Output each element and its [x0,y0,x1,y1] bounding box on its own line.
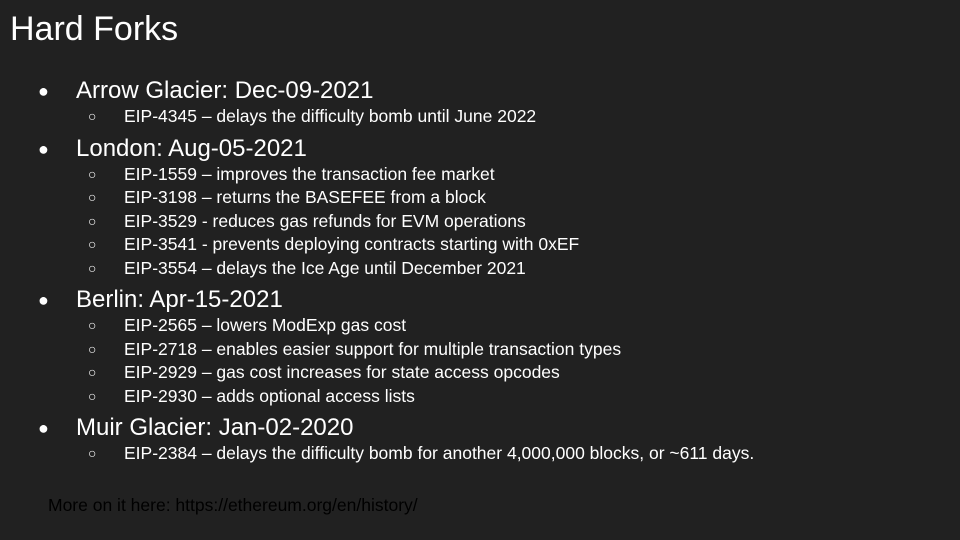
sub-bullet-icon: ○ [88,189,97,205]
eip-item: ○ EIP-3529 - reduces gas refunds for EVM… [0,210,960,234]
sub-bullet-icon: ○ [88,364,97,380]
eip-item: ○ EIP-2929 – gas cost increases for stat… [0,361,960,385]
eip-text: EIP-3529 - reduces gas refunds for EVM o… [124,210,526,231]
sub-bullet-icon: ○ [88,340,97,357]
sub-bullet-icon: ○ [88,259,97,276]
fork-label: Arrow Glacier: Dec-09-2021 [76,77,374,104]
sub-bullet-icon: ○ [88,108,97,124]
eip-text: EIP-4345 – delays the difficulty bomb un… [124,106,537,126]
eip-text: EIP-2565 – lowers ModExp gas cost [124,315,407,335]
bullet-icon: ● [38,138,49,159]
fork-label: Berlin: Apr-15-2021 [76,286,283,313]
sub-bullet-icon: ○ [88,387,97,404]
eip-text: EIP-2384 – delays the difficulty bomb fo… [124,443,755,463]
eip-text: EIP-3554 – delays the Ice Age until Dece… [124,257,526,278]
sub-bullet-icon: ○ [88,445,97,461]
eip-item: ○ EIP-3198 – returns the BASEFEE from a … [0,186,960,210]
fork-item-london: ● London: Aug-05-2021 [0,135,960,163]
eip-item: ○ EIP-3541 - prevents deploying contract… [0,233,960,257]
eip-item: ○ EIP-2384 – delays the difficulty bomb … [0,442,960,466]
eip-text: EIP-2718 – enables easier support for mu… [124,338,622,359]
sub-bullet-icon: ○ [88,165,97,182]
fork-list: ● Arrow Glacier: Dec-09-2021 ○ EIP-4345 … [0,77,960,466]
eip-item: ○ EIP-4345 – delays the difficulty bomb … [0,105,960,129]
eip-text: EIP-3198 – returns the BASEFEE from a bl… [124,187,486,207]
fork-item-berlin: ● Berlin: Apr-15-2021 [0,286,960,314]
fork-item-muir-glacier: ● Muir Glacier: Jan-02-2020 [0,414,960,442]
sub-bullet-icon: ○ [88,236,97,252]
eip-item: ○ EIP-2565 – lowers ModExp gas cost [0,314,960,338]
fork-label: London: Aug-05-2021 [76,134,307,162]
fork-label: Muir Glacier: Jan-02-2020 [76,414,354,441]
footer-link-note: More on it here: https://ethereum.org/en… [48,495,418,515]
eip-text: EIP-2929 – gas cost increases for state … [124,362,560,382]
sub-bullet-icon: ○ [88,317,97,333]
eip-item: ○ EIP-2718 – enables easier support for … [0,338,960,362]
sub-bullet-icon: ○ [88,212,97,229]
bullet-icon: ● [38,81,49,101]
eip-text: EIP-2930 – adds optional access lists [124,385,415,406]
eip-item: ○ EIP-2930 – adds optional access lists [0,385,960,409]
eip-item: ○ EIP-1559 – improves the transaction fe… [0,163,960,187]
fork-item-arrow-glacier: ● Arrow Glacier: Dec-09-2021 [0,77,960,105]
eip-item: ○ EIP-3554 – delays the Ice Age until De… [0,257,960,281]
eip-text: EIP-3541 - prevents deploying contracts … [124,234,580,254]
bullet-icon: ● [38,418,49,438]
eip-text: EIP-1559 – improves the transaction fee … [124,163,495,184]
bullet-icon: ● [38,290,49,310]
slide-title: Hard Forks [10,10,179,48]
